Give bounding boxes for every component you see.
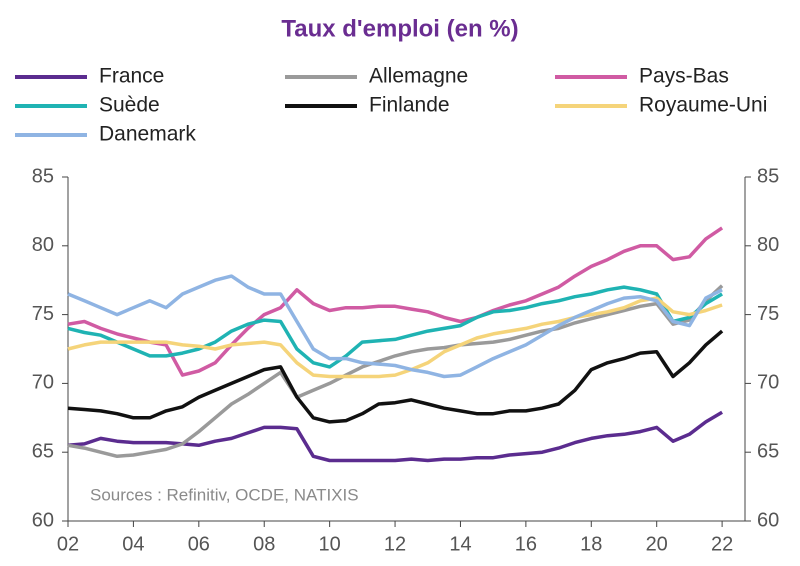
x-tick-label: 02 bbox=[57, 533, 79, 555]
x-tick-label: 12 bbox=[384, 533, 406, 555]
y-tick-label: 65 bbox=[32, 440, 54, 462]
y-tick-label: 60 bbox=[32, 509, 54, 531]
y-tick-label: 75 bbox=[32, 303, 54, 325]
series-line bbox=[67, 285, 723, 369]
x-tick-label: 22 bbox=[711, 533, 733, 555]
legend-label: Finlande bbox=[369, 94, 450, 117]
legend-label: Danemark bbox=[99, 123, 196, 146]
y-tick-label-right: 70 bbox=[757, 372, 779, 394]
y-tick-label: 70 bbox=[32, 372, 54, 394]
y-tick-label-right: 80 bbox=[757, 234, 779, 256]
legend-label: France bbox=[99, 65, 164, 88]
legend-label: Suède bbox=[99, 94, 160, 117]
x-tick-label: 04 bbox=[122, 533, 144, 555]
x-tick-label: 06 bbox=[188, 533, 210, 555]
x-tick-label: 10 bbox=[319, 533, 341, 555]
y-tick-label: 85 bbox=[32, 165, 54, 187]
x-tick-label: 16 bbox=[515, 533, 537, 555]
x-tick-label: 14 bbox=[449, 533, 471, 555]
source-note: Sources : Refinitiv, OCDE, NATIXIS bbox=[90, 485, 359, 504]
chart-title: Taux d'emploi (en %) bbox=[281, 15, 518, 42]
legend-label: Royaume-Uni bbox=[639, 94, 767, 117]
series-line bbox=[67, 284, 724, 459]
series-line bbox=[67, 296, 723, 379]
x-tick-label: 20 bbox=[646, 533, 668, 555]
legend-label: Pays-Bas bbox=[639, 65, 729, 88]
y-tick-label-right: 60 bbox=[757, 509, 779, 531]
y-tick-label: 80 bbox=[32, 234, 54, 256]
series-line bbox=[67, 226, 724, 377]
y-tick-label-right: 75 bbox=[757, 303, 779, 325]
y-tick-label-right: 85 bbox=[757, 165, 779, 187]
series-line bbox=[67, 410, 723, 463]
x-tick-label: 08 bbox=[253, 533, 275, 555]
series-line bbox=[67, 329, 724, 424]
legend-label: Allemagne bbox=[369, 65, 468, 88]
y-tick-label-right: 65 bbox=[757, 440, 779, 462]
x-tick-label: 18 bbox=[580, 533, 602, 555]
series-line bbox=[67, 274, 723, 379]
